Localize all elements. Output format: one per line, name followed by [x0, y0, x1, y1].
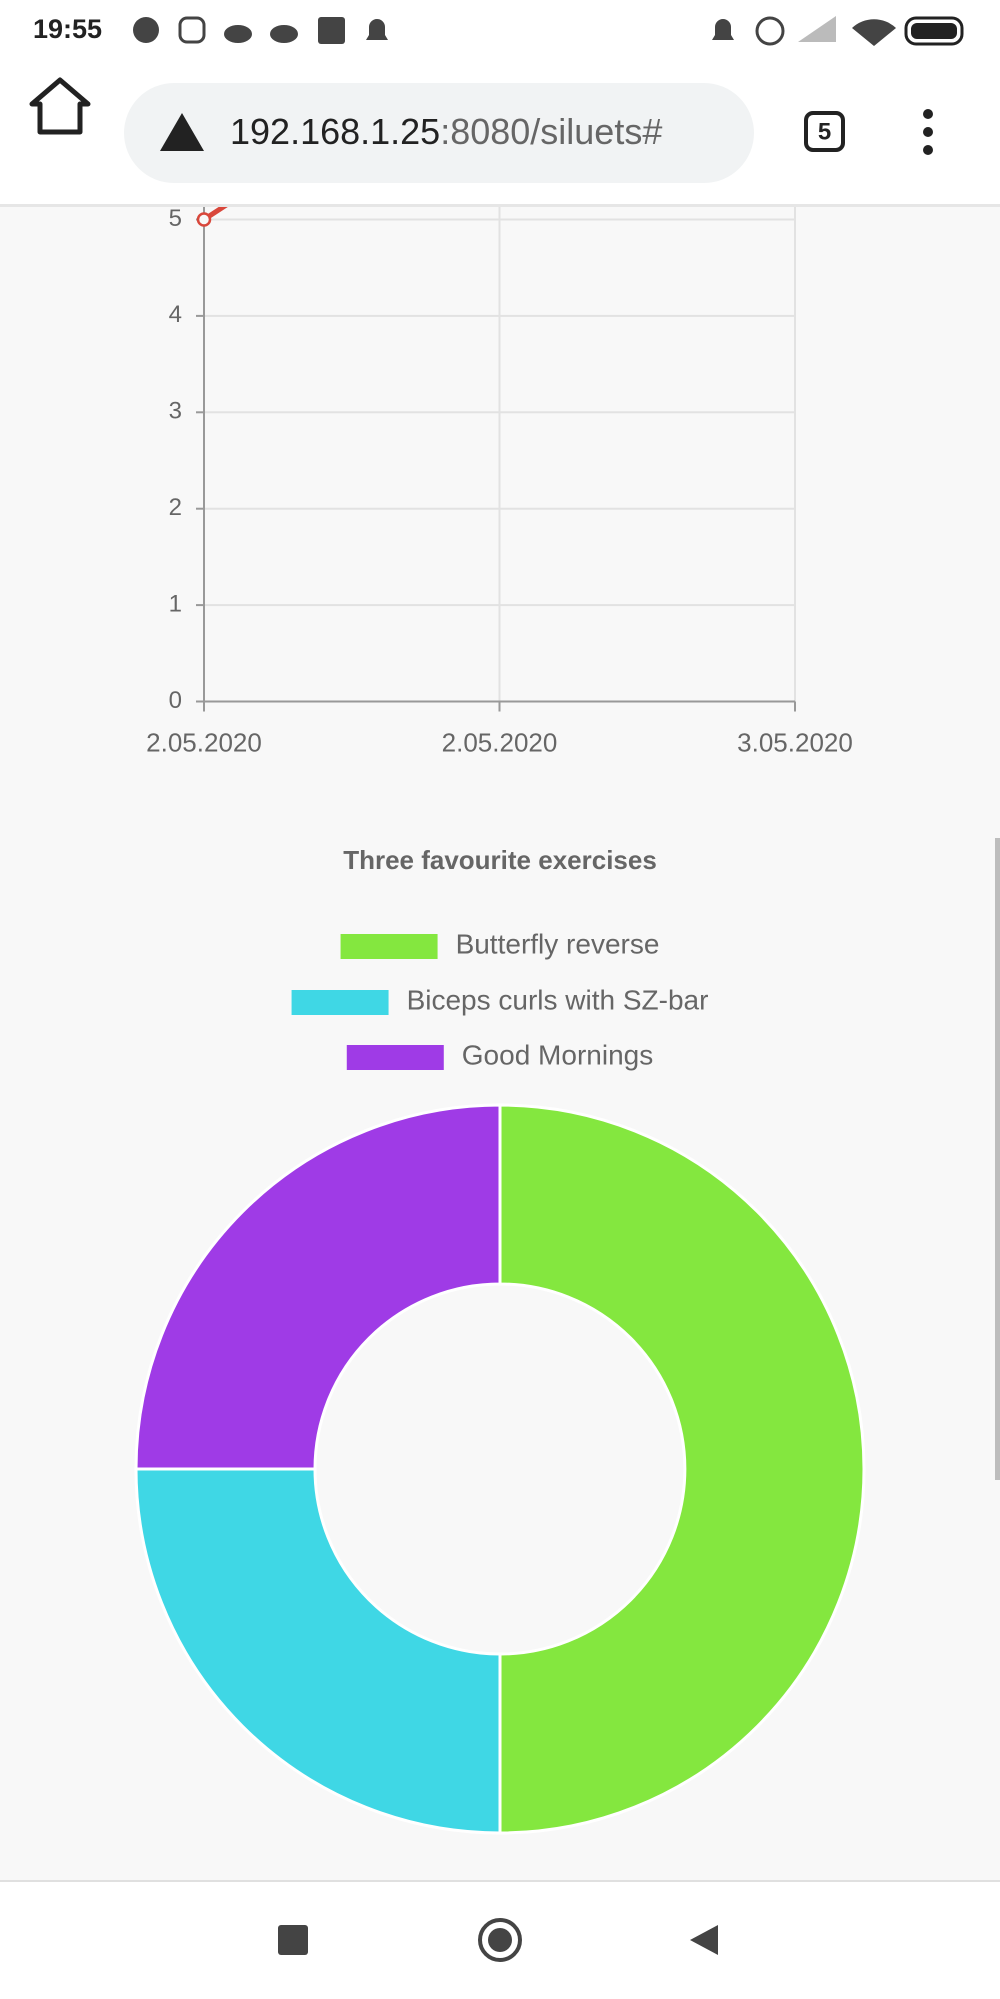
- icon: [852, 19, 896, 46]
- header-shadow: [0, 204, 1000, 207]
- doughnut-segment: [498, 1103, 866, 1835]
- y-tick-label: 0: [169, 687, 182, 714]
- legend-label: Biceps curls with SZ-bar: [407, 984, 709, 1015]
- icon: [224, 25, 252, 43]
- recents-button[interactable]: [278, 1925, 308, 1955]
- menu-button[interactable]: [923, 109, 933, 155]
- legend-label: Butterfly reverse: [456, 928, 660, 959]
- y-tick-label: 4: [169, 301, 182, 328]
- icon: [178, 16, 206, 44]
- icon: [712, 19, 734, 40]
- url-text: 192.168.1.25:8080/siluets#: [230, 111, 662, 152]
- legend-swatch: [291, 990, 389, 1015]
- home-button[interactable]: [29, 77, 91, 135]
- insecure-icon: [160, 113, 204, 151]
- legend-label: Good Mornings: [462, 1039, 653, 1070]
- home-nav-button[interactable]: [478, 1918, 522, 1962]
- tab-count: 5: [818, 118, 831, 145]
- legend-swatch: [346, 1045, 444, 1070]
- x-tick-label: 3.05.2020: [737, 727, 853, 757]
- y-tick-label: 1: [169, 590, 182, 617]
- point: [196, 212, 212, 227]
- x-tick-label: 2.05.2020: [442, 727, 558, 757]
- chart-title: Three favourite exercises: [343, 845, 657, 875]
- scrollbar: [995, 838, 1000, 1480]
- doughnut-segment: [134, 1467, 502, 1835]
- nav-border: [0, 1880, 1000, 1882]
- icon: [133, 17, 159, 43]
- y-tick-label: 3: [169, 398, 182, 425]
- y-tick-label: 5: [169, 205, 182, 232]
- home-nav-dot: [488, 1928, 512, 1952]
- icon: [911, 23, 957, 39]
- content: 0 1 2 3 4 5 2.05.2020 2.05.2020 3.05.2020 Three f…: [134, 0, 866, 1835]
- icon: [270, 25, 298, 43]
- menu-dot: [923, 145, 933, 155]
- tab-switcher[interactable]: [804, 111, 845, 152]
- icon: [366, 19, 388, 40]
- menu-dot: [923, 127, 933, 137]
- menu-dot: [923, 109, 933, 119]
- icon: [755, 16, 785, 46]
- icon: [318, 17, 345, 44]
- doughnut-segment: [134, 1103, 502, 1471]
- icon: [904, 16, 964, 46]
- status-icons: [133, 16, 964, 46]
- back-button[interactable]: [690, 1925, 718, 1955]
- y-tick-label: 2: [169, 494, 182, 521]
- url-bar[interactable]: [124, 83, 754, 183]
- legend-swatch: [340, 934, 438, 959]
- x-tick-label: 2.05.2020: [146, 727, 262, 757]
- icon: [798, 16, 836, 42]
- url-path: :8080/siluets#: [440, 111, 662, 152]
- status-time: 19:55: [33, 14, 102, 44]
- url-host: 192.168.1.25: [230, 111, 440, 152]
